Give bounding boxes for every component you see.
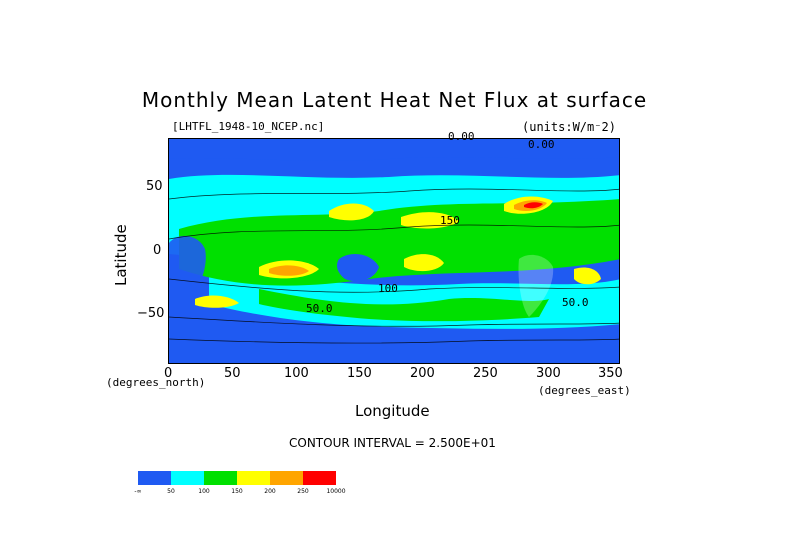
contour-label: 50.0	[562, 296, 589, 309]
x-tick-label: 200	[410, 366, 435, 381]
contour-label: 0.00	[528, 138, 555, 151]
x-tick-label: 350	[598, 366, 623, 381]
colorbar-label: 10000	[326, 488, 346, 495]
x-tick-label: 50	[224, 366, 241, 381]
y-axis-unit: (degrees_north)	[106, 376, 206, 389]
colorbar-swatch	[138, 471, 171, 485]
chart-title: Monthly Mean Latent Heat Net Flux at sur…	[141, 88, 648, 112]
x-tick-label: 300	[536, 366, 561, 381]
colorbar-swatch	[270, 471, 303, 485]
colorbar-label: 100	[198, 488, 210, 495]
colorbar-swatch	[303, 471, 336, 485]
contour-label: 50.0	[306, 302, 333, 315]
contour-interval: CONTOUR INTERVAL = 2.500E+01	[289, 436, 496, 450]
file-label: [LHTFL_1948-10_NCEP.nc]	[172, 120, 325, 133]
colorbar-swatch	[171, 471, 204, 485]
y-tick-label: 0	[153, 243, 162, 258]
x-axis-label: Longitude	[355, 402, 430, 420]
colorbar-swatch	[237, 471, 270, 485]
contour-label: 150	[440, 214, 460, 227]
map-field	[169, 139, 619, 363]
y-tick-label: 50	[146, 179, 163, 194]
units-label: (units:W/m⁻2)	[522, 120, 616, 134]
y-axis-label: Latitude	[112, 224, 130, 286]
colorbar-swatch	[204, 471, 237, 485]
x-tick-label: 100	[284, 366, 309, 381]
colorbar-label: 250	[297, 488, 309, 495]
map-panel	[168, 138, 620, 364]
y-tick-label: −50	[137, 306, 165, 321]
contour-label: 100	[378, 282, 398, 295]
x-tick-label: 0	[164, 366, 173, 381]
colorbar-label: 50	[167, 488, 175, 495]
colorbar-label: 150	[231, 488, 243, 495]
x-tick-label: 150	[347, 366, 372, 381]
colorbar-label: -∞	[134, 488, 142, 495]
x-tick-label: 250	[473, 366, 498, 381]
x-axis-unit: (degrees_east)	[538, 384, 631, 397]
contour-label: 0.00	[448, 130, 475, 143]
colorbar-label: 200	[264, 488, 276, 495]
